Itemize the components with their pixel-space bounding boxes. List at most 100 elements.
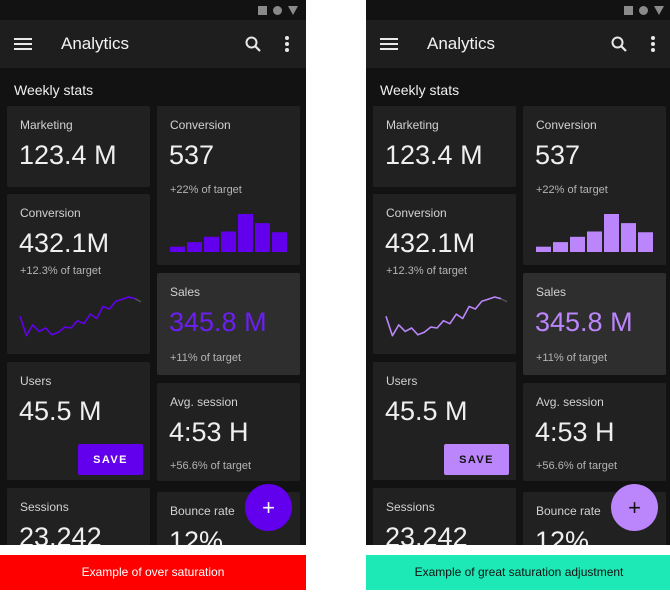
- card-label: Conversion: [170, 118, 231, 132]
- chart-bar: [170, 246, 185, 252]
- search-icon[interactable]: [245, 36, 261, 52]
- card-subtitle: +56.6% of target: [536, 460, 618, 472]
- save-button[interactable]: SAVE: [444, 444, 509, 475]
- circle-icon: [639, 5, 648, 15]
- add-fab-button[interactable]: +: [245, 484, 292, 531]
- card-conversion-bars[interactable]: Conversion 537 +22% of target: [157, 106, 300, 265]
- chart-bar: [221, 231, 236, 252]
- chart-bar: [238, 214, 253, 252]
- bar-sparkline: [536, 214, 653, 252]
- triangle-icon: [288, 5, 298, 15]
- card-label: Sales: [536, 285, 567, 299]
- card-conversion-bars[interactable]: Conversion 537 +22% of target: [523, 106, 666, 265]
- chart-bar: [604, 214, 619, 252]
- card-subtitle: +11% of target: [170, 352, 242, 364]
- card-avg-session[interactable]: Avg. session 4:53 H +56.6% of target: [523, 383, 666, 481]
- card-users[interactable]: Users 45.5 M SAVE: [373, 362, 516, 480]
- card-value: 4:53 H: [535, 417, 615, 447]
- card-label: Bounce rate: [170, 504, 235, 518]
- chart-line: [19, 296, 136, 337]
- card-label: Sales: [170, 285, 201, 299]
- card-value: 23,242: [385, 522, 468, 545]
- chart-line: [385, 296, 502, 337]
- card-value: 432.1M: [19, 228, 110, 258]
- card-value: 345.8 M: [535, 307, 633, 337]
- chart-bar: [187, 242, 202, 252]
- line-sparkline: [19, 296, 142, 337]
- card-value: 432.1M: [385, 228, 476, 258]
- card-subtitle: +22% of target: [170, 184, 242, 196]
- chart-bar: [272, 232, 287, 252]
- app-title: Analytics: [61, 34, 130, 53]
- card-value: 45.5 M: [385, 396, 468, 426]
- card-subtitle: +12.3% of target: [386, 265, 468, 277]
- more-vert-icon[interactable]: [285, 36, 289, 52]
- phone-over-saturated: Analytics Weekly stats Marketing 123.4 M…: [0, 0, 306, 545]
- more-vert-icon[interactable]: [651, 36, 655, 52]
- card-sessions[interactable]: Sessions 23,242: [7, 488, 150, 545]
- card-value: 345.8 M: [169, 307, 267, 337]
- card-label: Users: [20, 374, 52, 388]
- card-sessions[interactable]: Sessions 23,242: [373, 488, 516, 545]
- card-label: Marketing: [386, 118, 439, 132]
- card-value: 537: [169, 140, 215, 170]
- card-avg-session[interactable]: Avg. session 4:53 H +56.6% of target: [157, 383, 300, 481]
- square-icon: [624, 5, 633, 15]
- card-sales[interactable]: Sales 345.8 M +11% of target: [157, 273, 300, 375]
- add-fab-button[interactable]: +: [611, 484, 658, 531]
- card-value: 45.5 M: [19, 396, 102, 426]
- chart-line-tail: [500, 298, 508, 303]
- card-value: 537: [535, 140, 581, 170]
- chart-bar: [255, 223, 270, 252]
- chart-line-tail: [134, 298, 142, 303]
- chart-bar: [570, 236, 585, 252]
- card-label: Conversion: [386, 206, 447, 220]
- chart-bar: [536, 246, 551, 252]
- chart-bar: [204, 236, 219, 252]
- card-marketing[interactable]: Marketing 123.4 M: [7, 106, 150, 187]
- card-label: Bounce rate: [536, 504, 601, 518]
- card-users[interactable]: Users 45.5 M SAVE: [7, 362, 150, 480]
- card-conversion-line[interactable]: Conversion 432.1M +12.3% of target: [7, 194, 150, 354]
- phone-adjusted-saturation: Analytics Weekly stats Marketing 123.4 M…: [366, 0, 670, 545]
- line-sparkline: [385, 296, 508, 337]
- card-label: Sessions: [20, 500, 69, 514]
- menu-icon[interactable]: [380, 38, 398, 50]
- card-conversion-line[interactable]: Conversion 432.1M +12.3% of target: [373, 194, 516, 354]
- card-label: Avg. session: [536, 395, 604, 409]
- triangle-icon: [654, 5, 664, 15]
- menu-icon[interactable]: [14, 38, 32, 50]
- card-sales[interactable]: Sales 345.8 M +11% of target: [523, 273, 666, 375]
- app-bar: Analytics: [366, 20, 670, 68]
- card-value: 4:53 H: [169, 417, 249, 447]
- card-label: Sessions: [386, 500, 435, 514]
- card-label: Conversion: [20, 206, 81, 220]
- card-value: 12%: [169, 526, 224, 545]
- card-subtitle: +22% of target: [536, 184, 608, 196]
- circle-icon: [273, 5, 282, 15]
- status-bar: [0, 0, 306, 20]
- card-value: 23,242: [19, 522, 102, 545]
- card-subtitle: +11% of target: [536, 352, 608, 364]
- search-icon[interactable]: [611, 36, 627, 52]
- status-bar: [366, 0, 670, 20]
- card-value: 123.4 M: [19, 140, 117, 170]
- square-icon: [258, 5, 267, 15]
- card-subtitle: +12.3% of target: [20, 265, 102, 277]
- section-title: Weekly stats: [380, 82, 460, 98]
- caption-great-saturation: Example of great saturation adjustment: [366, 555, 670, 590]
- section-title: Weekly stats: [14, 82, 94, 98]
- card-label: Marketing: [20, 118, 73, 132]
- bar-sparkline: [170, 214, 287, 252]
- card-value: 12%: [535, 526, 590, 545]
- card-label: Users: [386, 374, 418, 388]
- card-label: Avg. session: [170, 395, 238, 409]
- card-value: 123.4 M: [385, 140, 483, 170]
- caption-over-saturation: Example of over saturation: [0, 555, 306, 590]
- card-subtitle: +56.6% of target: [170, 460, 252, 472]
- chart-bar: [553, 242, 568, 252]
- chart-bar: [587, 231, 602, 252]
- card-label: Conversion: [536, 118, 597, 132]
- card-marketing[interactable]: Marketing 123.4 M: [373, 106, 516, 187]
- save-button[interactable]: SAVE: [78, 444, 143, 475]
